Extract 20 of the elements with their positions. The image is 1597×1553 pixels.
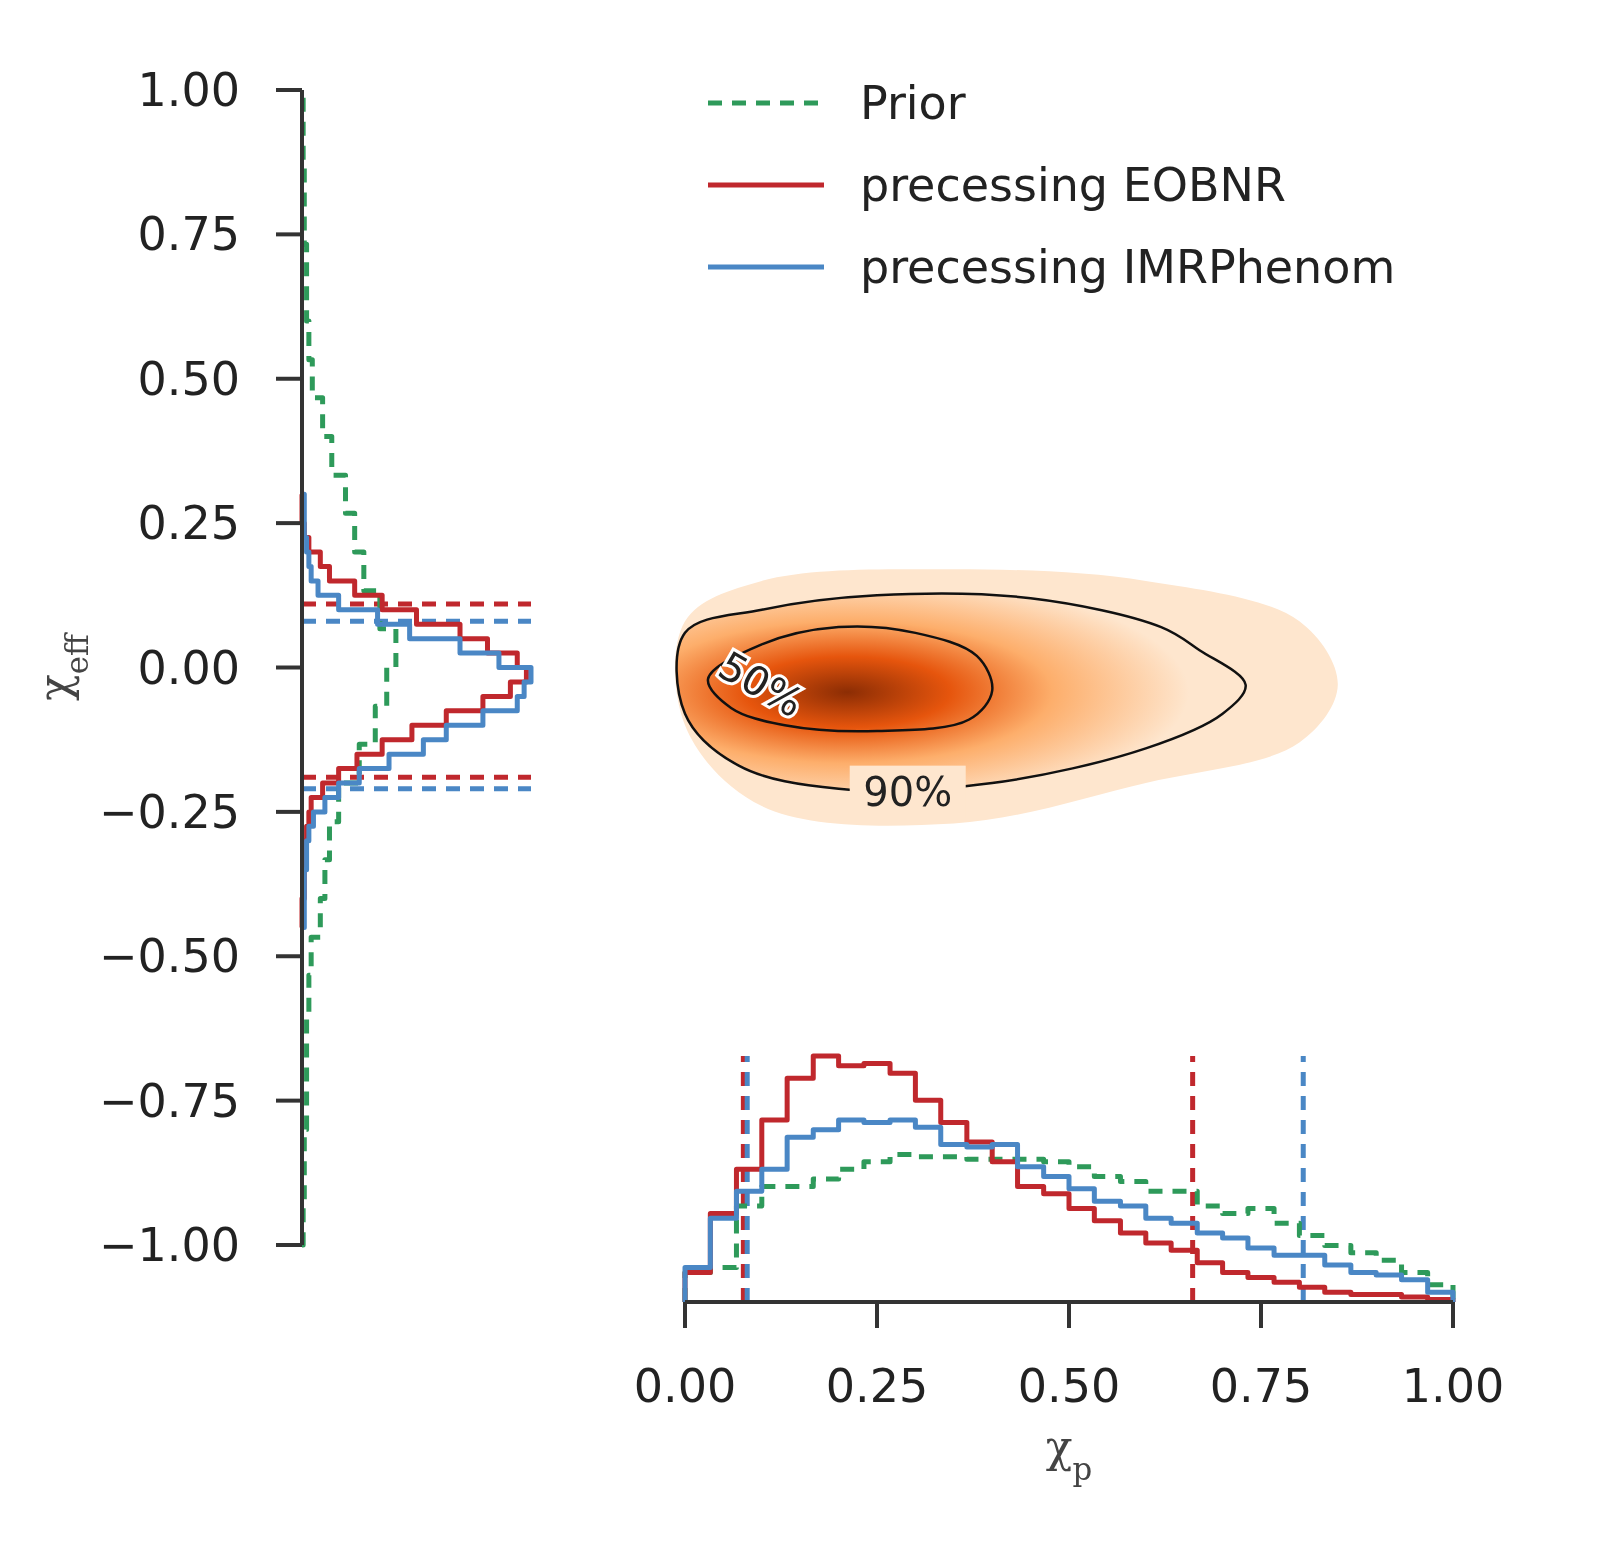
legend-label: precessing IMRPhenom [860, 240, 1396, 295]
y-tick-label: −0.25 [99, 784, 240, 839]
y-tick-label: 0.00 [137, 640, 240, 695]
x-axis-title: χ$_{p}$ [1045, 1421, 1093, 1487]
y-tick-label: 0.25 [137, 496, 240, 551]
y-tick-label: −1.00 [99, 1218, 240, 1273]
x-tick-label: 0.50 [1017, 1359, 1121, 1413]
legend-label: precessing EOBNR [860, 158, 1286, 213]
y-tick-label: 0.50 [137, 351, 240, 406]
x-tick-label: 0.75 [1209, 1359, 1313, 1413]
y-tick-label: −0.75 [99, 1073, 240, 1128]
text: 90% [863, 768, 953, 815]
y-tick-label: 0.75 [137, 207, 240, 262]
y-tick-label: 1.00 [137, 63, 240, 118]
x-tick-label: 1.00 [1401, 1359, 1505, 1413]
x-tick-label: 0.00 [633, 1359, 737, 1413]
legend-label: Prior [860, 76, 966, 131]
x-tick-label: 0.25 [825, 1359, 929, 1413]
text: 50% [711, 642, 812, 727]
y-tick-label: −0.50 [99, 929, 240, 984]
